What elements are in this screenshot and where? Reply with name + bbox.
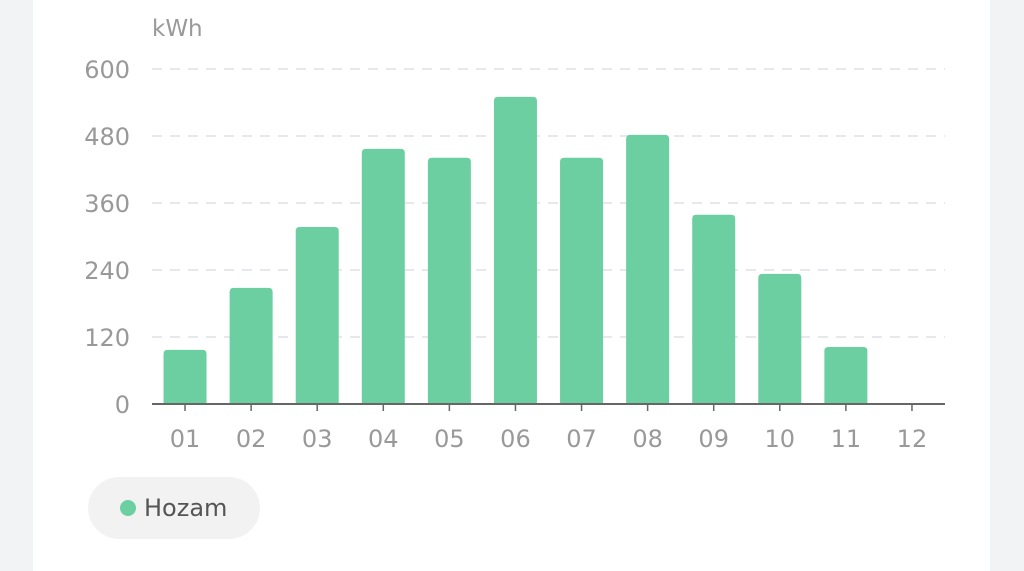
y-tick-label: 360	[84, 190, 130, 218]
x-tick-label: 05	[434, 425, 465, 453]
legend-item-hozam[interactable]: Hozam	[88, 477, 260, 539]
bar-07	[560, 157, 604, 404]
legend-label: Hozam	[144, 494, 228, 522]
x-tick-label: 10	[765, 425, 796, 453]
x-tick-label: 03	[302, 425, 333, 453]
x-tick-label: 07	[566, 425, 597, 453]
bar-06	[493, 96, 537, 405]
legend-dot-icon	[120, 500, 136, 516]
bar-10	[758, 273, 802, 404]
bar-02	[229, 287, 273, 404]
y-axis-unit: kWh	[152, 16, 203, 42]
x-tick-label: 09	[698, 425, 729, 453]
y-tick-label: 120	[84, 324, 130, 352]
bar-11	[824, 347, 868, 404]
bar-05	[427, 157, 471, 404]
bar-08	[626, 134, 670, 404]
x-tick-label: 11	[831, 425, 862, 453]
x-tick-label: 02	[236, 425, 267, 453]
x-tick-label: 08	[632, 425, 663, 453]
x-tick-label: 06	[500, 425, 531, 453]
y-tick-label: 480	[84, 123, 130, 151]
bar-01	[163, 349, 207, 404]
y-tick-label: 600	[84, 56, 130, 84]
y-tick-label: 0	[115, 391, 130, 419]
bar-03	[295, 227, 339, 404]
x-tick-label: 01	[170, 425, 201, 453]
x-tick-label: 12	[897, 425, 928, 453]
y-tick-label: 240	[84, 257, 130, 285]
bar-04	[361, 148, 405, 404]
bar-09	[692, 214, 736, 404]
x-tick-label: 04	[368, 425, 399, 453]
